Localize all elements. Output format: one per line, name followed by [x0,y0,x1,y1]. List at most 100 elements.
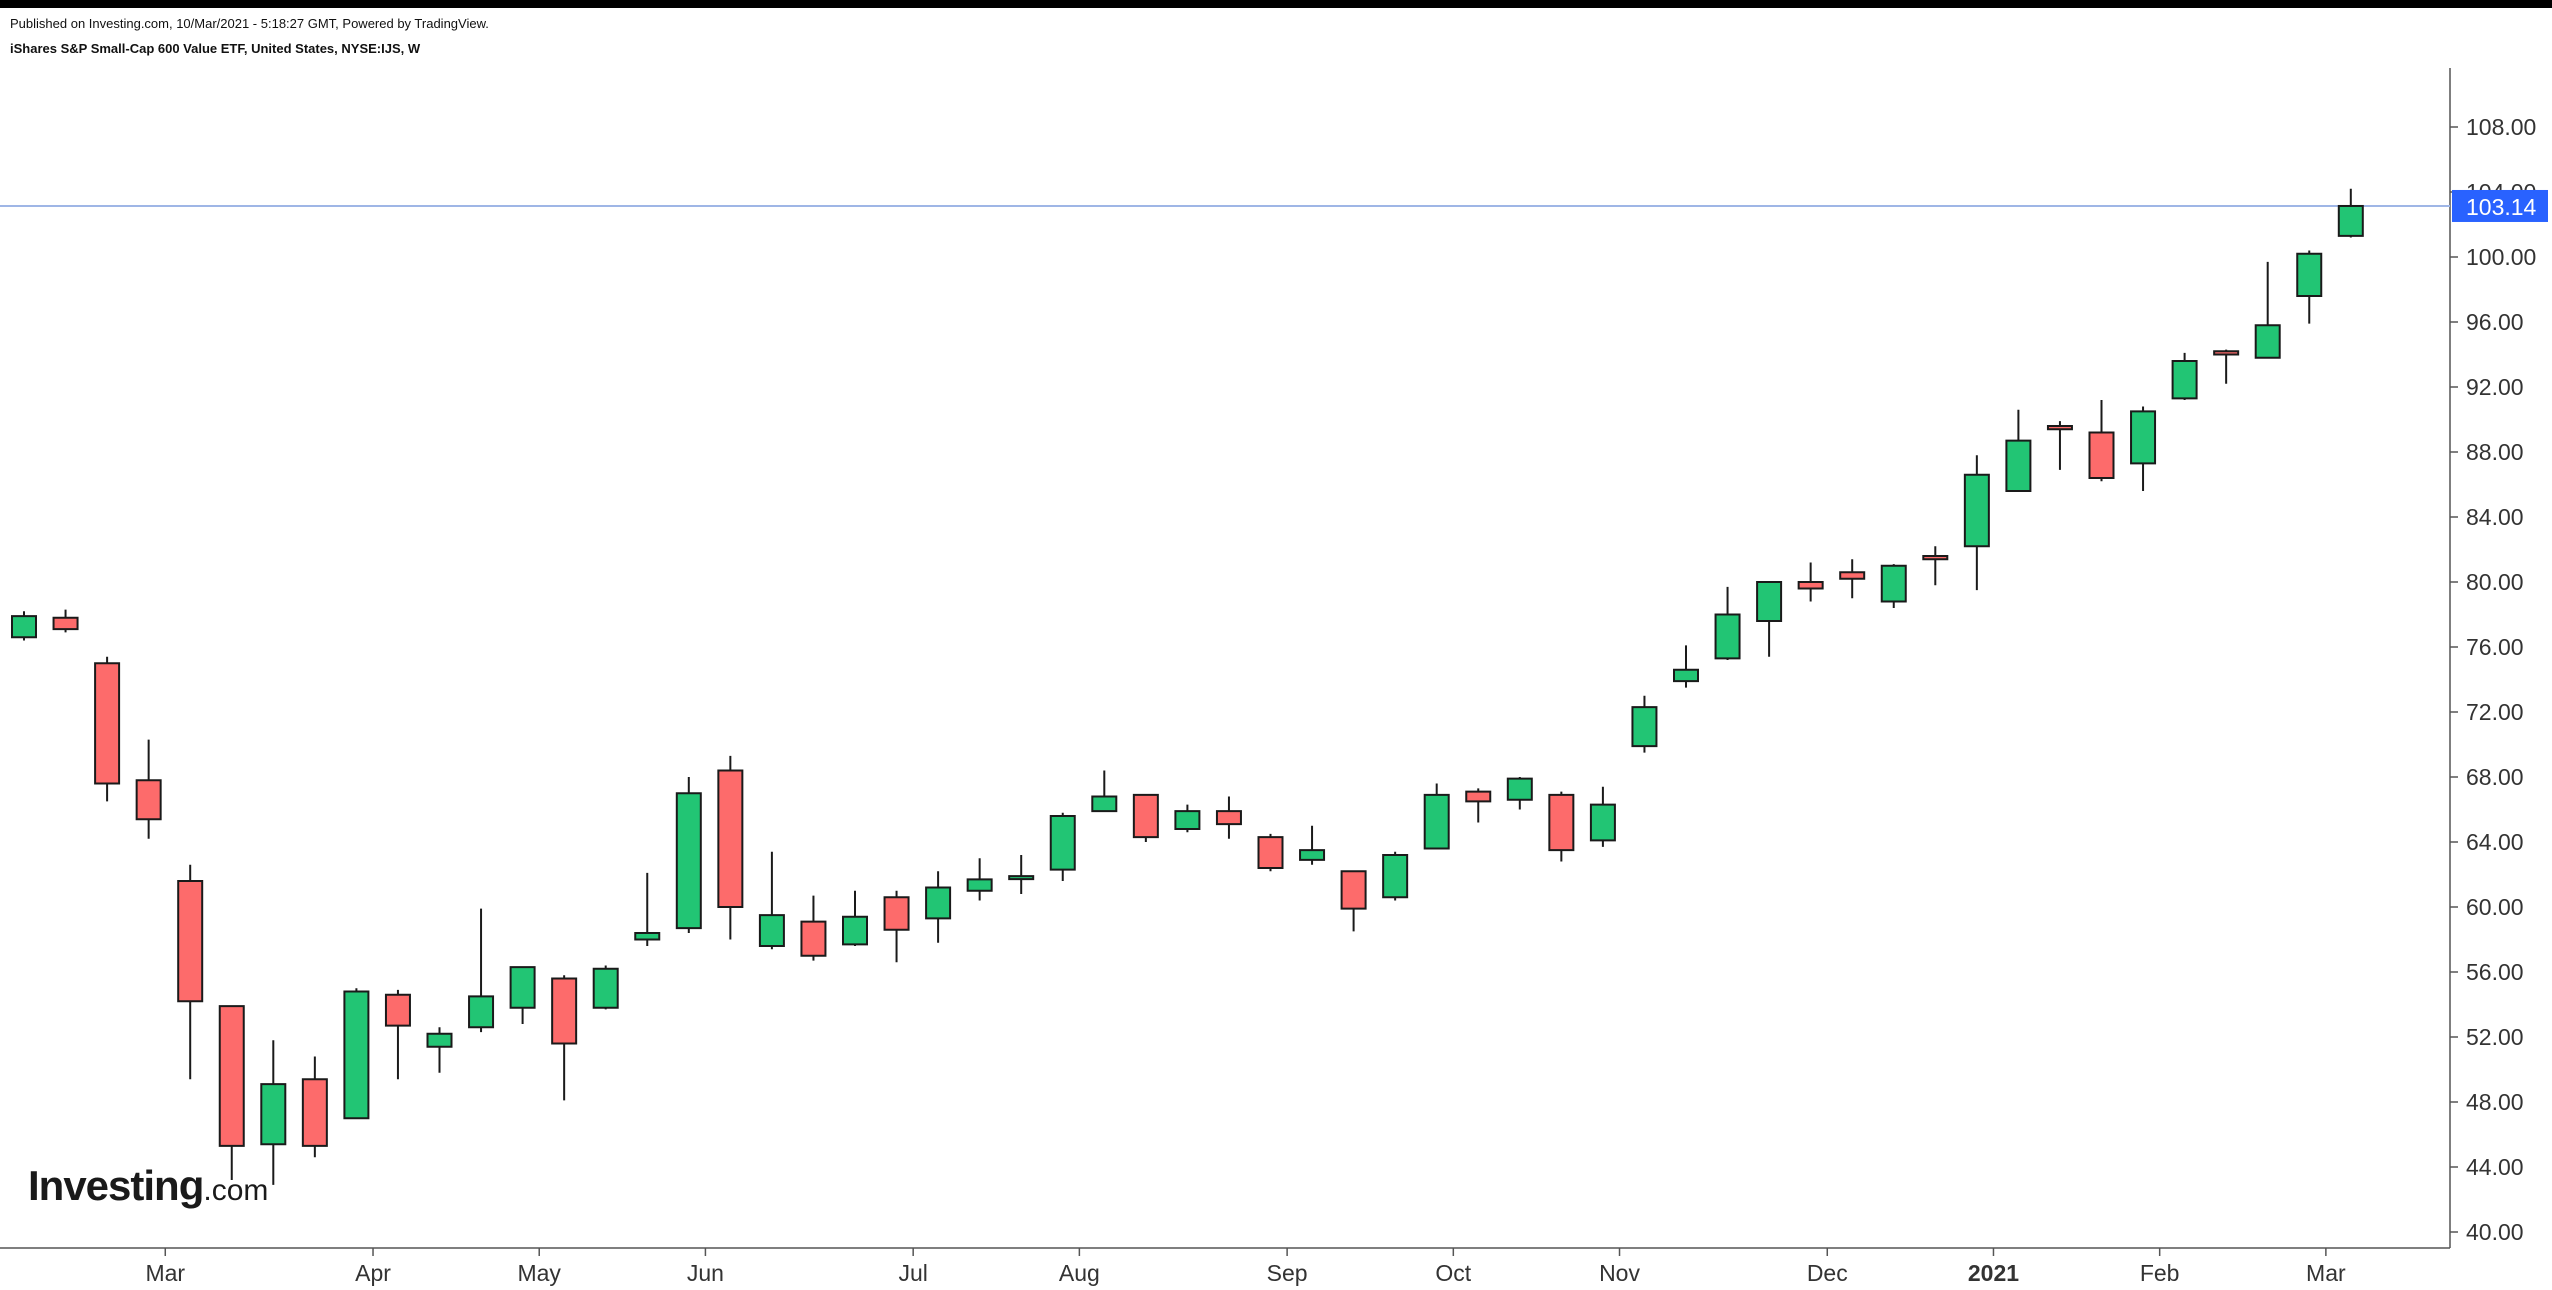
candle-body [675,792,702,930]
candle [634,872,661,946]
y-tick-label: 68.00 [2466,764,2524,790]
candle [2005,409,2032,492]
candle-body [2171,360,2198,400]
candle-body [2296,252,2323,297]
y-tick-label: 84.00 [2466,504,2524,530]
candle-body [52,616,79,631]
candle-body [94,662,121,785]
candle [2046,421,2073,470]
candle-body [1132,793,1159,839]
candle-body [509,966,536,1009]
candle [1215,796,1242,839]
candle-body [1880,564,1907,603]
candle-body [260,1083,287,1146]
candle-body [1839,571,1866,580]
y-tick-label: 64.00 [2466,829,2524,855]
candle-body [634,932,661,941]
y-tick-label: 44.00 [2466,1154,2524,1180]
y-tick-label: 88.00 [2466,439,2524,465]
candle [301,1056,328,1158]
candle-body [468,995,495,1029]
candle-body [1257,836,1284,869]
candle-body [1340,870,1367,910]
candle [1631,695,1658,753]
y-tick-label: 76.00 [2466,634,2524,660]
candle [509,966,536,1024]
y-tick-label: 40.00 [2466,1219,2524,1245]
candle [758,851,785,950]
candle [1548,791,1575,862]
candle-body [1382,854,1409,899]
candle-body [2046,425,2073,431]
candle [2296,250,2323,324]
candle-body [1756,581,1783,622]
top-black-bar [0,0,2552,8]
candle [1132,793,1159,842]
logo-brand: Investing [28,1162,204,1209]
candle [551,975,578,1101]
candle-body [1714,613,1741,660]
x-tick-label: Jun [687,1260,724,1286]
candle-body [551,977,578,1045]
candle [468,908,495,1033]
candle [1091,770,1118,813]
candle [1257,833,1284,872]
y-tick-label: 52.00 [2466,1024,2524,1050]
published-info: Published on Investing.com, 10/Mar/2021 … [10,16,489,31]
candle [2171,352,2198,400]
candle [52,609,79,633]
x-tick-label: Oct [1435,1260,1471,1286]
candle [343,988,370,1120]
candle [1174,804,1201,833]
candle [675,777,702,933]
candle-body [758,914,785,947]
candle-body [2254,324,2281,359]
candle [384,989,411,1080]
candle [1299,825,1326,865]
candle-body [592,967,619,1009]
candle [1839,559,1866,599]
candle [1008,855,1035,894]
candle [260,1040,287,1185]
candle [1423,783,1450,850]
candle-body [717,769,744,908]
candle-body [1631,706,1658,748]
x-tick-label: Jul [898,1260,927,1286]
candle [883,890,910,963]
candle-body [966,878,993,892]
candle-body [1506,777,1533,801]
x-tick-label: Aug [1059,1260,1100,1286]
x-tick-label: Mar [145,1260,185,1286]
y-tick-label: 80.00 [2466,569,2524,595]
candle-body [343,990,370,1120]
candle-body [1008,875,1035,881]
candle-body [883,896,910,931]
candle [2254,261,2281,359]
candle-body [842,915,868,946]
candle [592,965,619,1010]
x-tick-label: Sep [1267,1260,1308,1286]
candle [11,611,37,641]
candle-body [1548,793,1575,852]
y-tick-label: 92.00 [2466,374,2524,400]
candle [1673,645,1699,688]
candle [1465,788,1492,823]
candle-body [1963,473,1990,548]
candle [1922,546,1949,586]
candle-body [2005,439,2032,492]
candle [925,871,952,943]
candle [2213,349,2240,384]
x-tick-label: Feb [2140,1260,2180,1286]
candle [800,895,827,961]
candle [94,656,121,802]
x-tick-label: Nov [1599,1260,1640,1286]
candle-body [1215,810,1242,826]
candle-body [1174,810,1201,830]
candle-body [218,1005,245,1147]
price-axis-ticks: 40.00 44.00 48.00 52.00 56.00 60.00 64.00 68.00… [2450,114,2536,1245]
candle [177,864,204,1080]
y-tick-label: 96.00 [2466,309,2524,335]
candle-body [1465,790,1492,803]
y-tick-label: 72.00 [2466,699,2524,725]
candle-body [925,886,952,920]
